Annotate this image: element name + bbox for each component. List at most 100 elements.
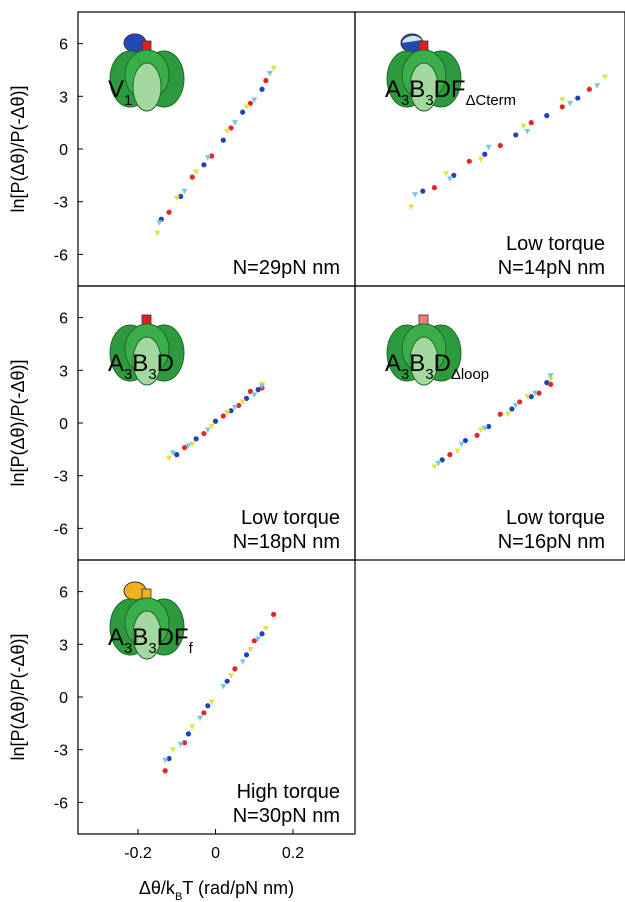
panel-frame: [354, 285, 625, 561]
complex-label-sub: 1: [124, 93, 132, 109]
point: [443, 171, 450, 177]
complex-label-sub: ΔCterm: [466, 93, 516, 109]
y-tick-label: 0: [59, 416, 68, 433]
icon-cap-half: [402, 35, 422, 43]
point: [486, 423, 492, 430]
panel-frame: [77, 11, 356, 287]
point: [528, 394, 534, 400]
x-axis-label-sub: B: [175, 891, 182, 902]
point: [243, 652, 250, 658]
point: [559, 97, 566, 103]
point: [466, 158, 472, 164]
point: [232, 666, 238, 672]
complex-label-part: D: [157, 350, 174, 377]
complex-label-sub: Δloop: [451, 367, 489, 383]
y-tick-label: 3: [59, 89, 68, 106]
point: [189, 724, 196, 730]
torque-value: N=29pN nm: [233, 257, 340, 279]
point: [575, 95, 581, 101]
point: [220, 413, 226, 419]
point: [174, 452, 180, 458]
point: [485, 144, 492, 151]
complex-label-sub: 3: [124, 367, 132, 383]
complex-label-sub: 3: [401, 93, 409, 109]
point: [259, 383, 266, 390]
point: [259, 631, 265, 637]
y-axis-label: ln[P(Δθ)/P(-Δθ)]: [8, 85, 28, 212]
complex-label-part: A: [385, 350, 401, 377]
point: [228, 673, 235, 679]
point: [205, 703, 211, 709]
point: [481, 425, 488, 432]
point: [231, 404, 238, 411]
complex-label-part: A: [108, 624, 124, 651]
x-axis-label: Δθ/kBT (rad/pN nm): [139, 878, 294, 902]
point: [532, 390, 539, 397]
point: [201, 430, 207, 437]
y-tick-label: 3: [59, 363, 68, 380]
torque-label: High torque: [237, 781, 340, 803]
point: [209, 153, 215, 159]
icon-core: [409, 62, 439, 112]
point: [189, 441, 196, 448]
point: [231, 120, 238, 126]
point: [271, 611, 277, 618]
point: [154, 230, 161, 237]
point: [169, 747, 176, 753]
point: [420, 188, 426, 194]
point: [166, 455, 173, 462]
point: [236, 402, 242, 409]
complex-label-part: B: [132, 624, 148, 651]
point: [181, 444, 188, 451]
point: [173, 195, 180, 202]
point: [547, 376, 554, 383]
complex-label-sub: 3: [401, 367, 409, 383]
point: [586, 86, 592, 92]
torque-value: N=18pN nm: [233, 531, 340, 553]
point: [262, 626, 269, 632]
point: [224, 678, 230, 684]
complex-label-part: B: [409, 76, 425, 103]
point: [162, 768, 168, 774]
point: [201, 710, 207, 716]
point: [212, 418, 219, 424]
y-tick-label: -6: [54, 795, 68, 812]
point: [601, 74, 608, 80]
y-tick-label: 6: [59, 311, 68, 328]
point: [251, 638, 257, 644]
point: [474, 432, 480, 438]
y-tick-label: 0: [59, 142, 68, 159]
icon-core: [132, 62, 162, 112]
point: [520, 123, 527, 130]
complex-label-part: A: [385, 76, 401, 103]
point: [166, 755, 172, 762]
complex-label-part: B: [409, 350, 425, 377]
point: [266, 70, 273, 77]
point: [536, 390, 542, 396]
point: [239, 659, 246, 665]
complex-label: A3B3DΔloop: [385, 350, 489, 383]
point: [189, 174, 195, 180]
point: [567, 100, 574, 107]
point: [497, 142, 503, 149]
point: [208, 424, 215, 430]
point: [178, 193, 184, 200]
y-tick-label: -6: [54, 247, 68, 264]
torque-value: N=14pN nm: [498, 257, 605, 279]
x-tick-label: 0.2: [282, 845, 304, 862]
point: [220, 683, 227, 690]
point: [185, 443, 192, 449]
point: [204, 155, 211, 161]
y-axis-label: ln[P(Δθ)/P(-Δθ)]: [8, 359, 28, 486]
torque-label: Low torque: [241, 507, 340, 529]
point: [181, 740, 188, 746]
y-tick-label: 6: [59, 37, 68, 54]
point: [431, 185, 438, 191]
point: [477, 427, 484, 434]
x-axis-label-part: Δθ/k: [139, 878, 176, 898]
complex-label-part: D: [434, 350, 451, 377]
torque-label: Low torque: [506, 233, 605, 255]
point: [544, 380, 550, 386]
point: [512, 402, 519, 409]
